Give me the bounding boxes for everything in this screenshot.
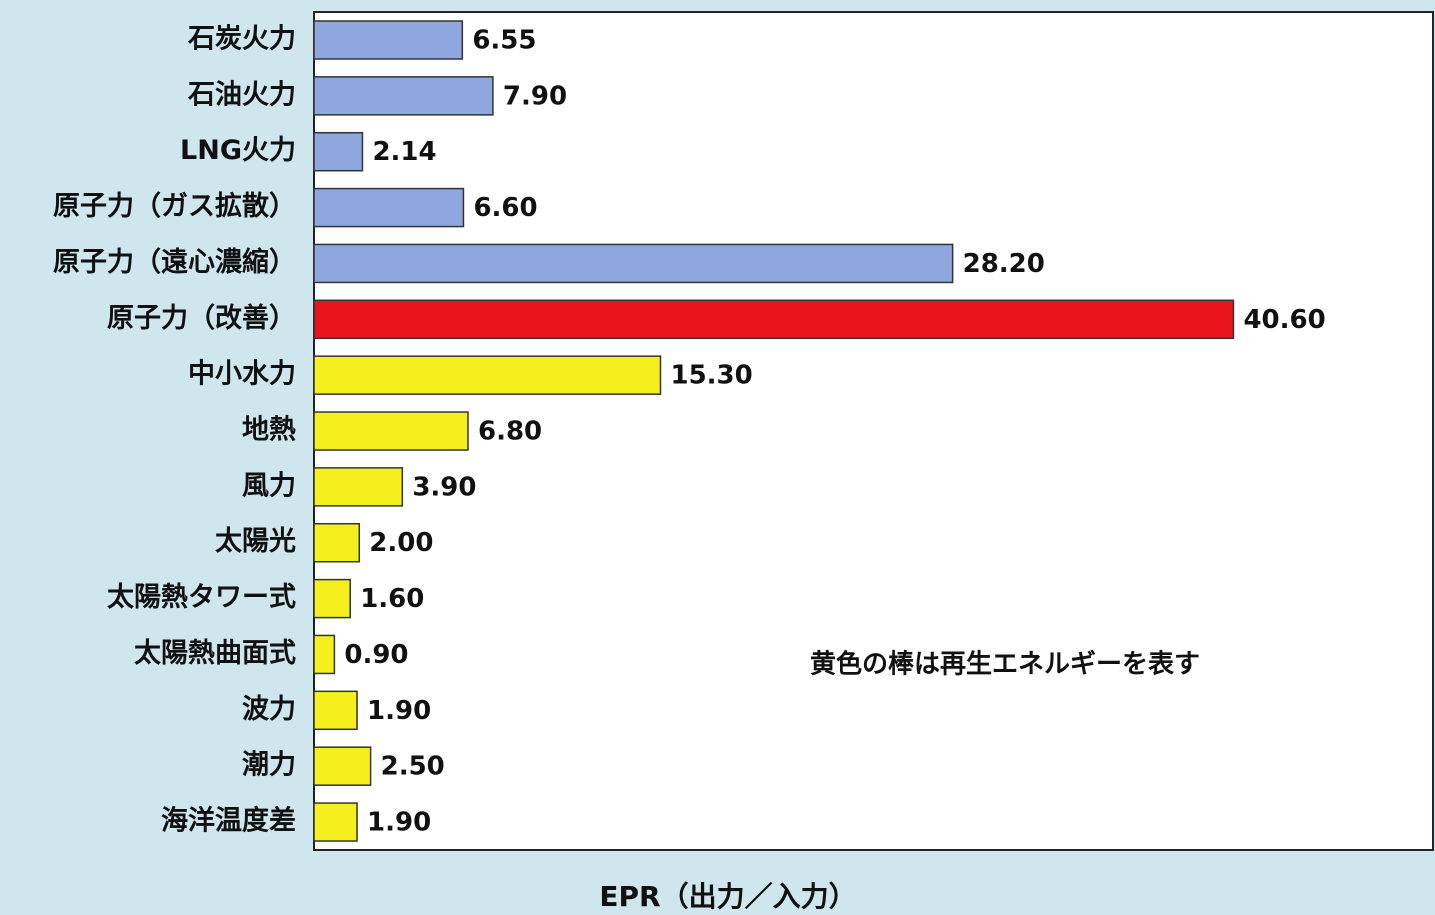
bar xyxy=(313,467,404,507)
annotation: 黄色の棒は再生エネルギーを表す xyxy=(810,649,1200,680)
category-label: 風力 xyxy=(242,470,296,501)
category-label: LNG火力 xyxy=(180,135,296,166)
bar xyxy=(313,690,358,731)
value-label: 2.00 xyxy=(369,528,433,558)
category-label: 石炭火力 xyxy=(187,24,296,55)
value-label: 6.55 xyxy=(472,26,536,56)
bar xyxy=(313,578,351,619)
bar xyxy=(313,355,662,395)
category-label: 原子力（遠心濃縮） xyxy=(53,246,296,278)
category-label: 石油火力 xyxy=(187,79,296,110)
value-label: 3.90 xyxy=(412,472,476,502)
bar xyxy=(313,299,1235,340)
value-label: 7.90 xyxy=(503,81,567,111)
value-label: 2.50 xyxy=(381,752,445,782)
x-axis-label: EPR（出力／入力） xyxy=(599,880,856,913)
bar xyxy=(313,20,464,60)
value-label: 1.60 xyxy=(360,584,424,614)
category-label: 太陽熱タワー式 xyxy=(107,582,296,613)
plot-area xyxy=(313,11,1434,851)
value-label: 2.14 xyxy=(372,137,436,167)
value-label: 15.30 xyxy=(670,361,752,391)
category-label: 太陽熱曲面式 xyxy=(134,638,296,669)
bar xyxy=(313,76,494,116)
category-label: 原子力（ガス拡散） xyxy=(53,191,296,222)
bar xyxy=(313,802,358,842)
category-label: 波力 xyxy=(242,694,296,725)
value-label: 6.80 xyxy=(478,417,542,447)
value-label: 28.20 xyxy=(963,249,1045,279)
value-label: 1.90 xyxy=(367,808,431,838)
category-label: 潮力 xyxy=(242,750,296,781)
category-label: 地熱 xyxy=(242,415,296,446)
value-label: 1.90 xyxy=(367,696,431,726)
category-label: 海洋温度差 xyxy=(161,805,296,837)
category-label: 中小水力 xyxy=(188,359,296,390)
category-label: 太陽光 xyxy=(215,526,296,557)
bar xyxy=(313,522,361,563)
bar xyxy=(313,187,465,228)
category-label: 原子力（改善） xyxy=(107,302,296,334)
bar xyxy=(313,131,364,172)
bar xyxy=(313,746,372,786)
bar xyxy=(313,634,336,675)
value-label: 6.60 xyxy=(473,193,537,223)
bar xyxy=(313,243,954,284)
value-label: 0.90 xyxy=(344,640,408,670)
bar xyxy=(313,411,469,451)
value-label: 40.60 xyxy=(1243,305,1325,335)
